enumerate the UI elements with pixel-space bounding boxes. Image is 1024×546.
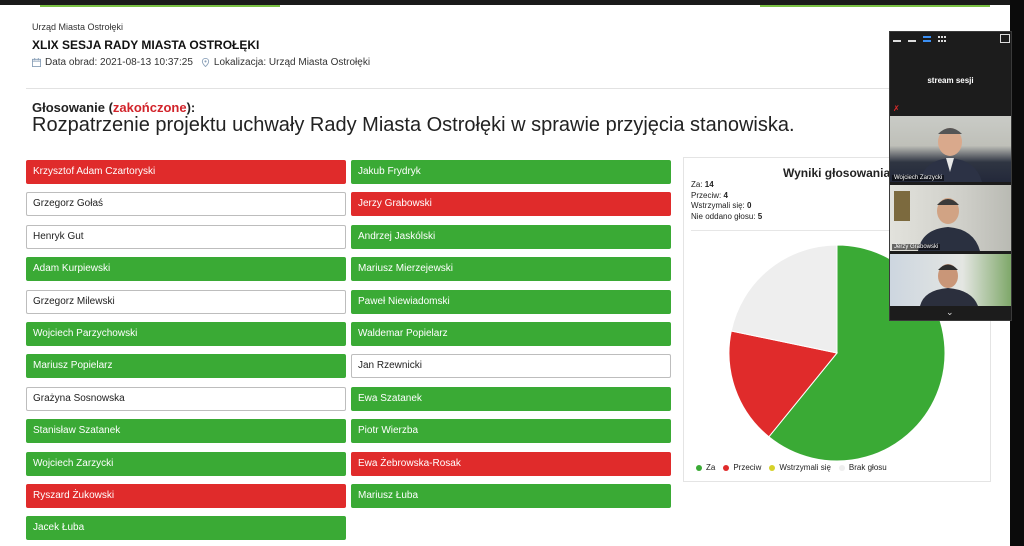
member-vote-row: Wojciech Zarzycki (26, 452, 346, 476)
member-vote-row: Jacek Łuba (26, 516, 346, 540)
member-vote-row: Paweł Niewiadomski (351, 290, 671, 314)
header-divider (26, 88, 890, 89)
calendar-icon (32, 58, 41, 67)
participant-tile[interactable]: Jerzy Grabowski (890, 185, 1011, 251)
member-vote-row: Ryszard Żukowski (26, 484, 346, 508)
member-vote-row: Jerzy Grabowski (351, 192, 671, 216)
member-vote-row: Andrzej Jaskólski (351, 225, 671, 249)
gallery-icon[interactable] (938, 36, 946, 42)
stat-against: Przeciw: 4 (691, 190, 728, 200)
participant-tile[interactable]: Wojciech Zarzycki (890, 116, 1011, 182)
stat-abstain: Wstrzymali się: 0 (691, 201, 752, 210)
pie-slice-1 (728, 330, 838, 438)
session-meta: Data obrad: 2021-08-13 10:37:25 Lokaliza… (32, 57, 370, 68)
session-title: XLIX SESJA RADY MIASTA OSTROŁĘKI (32, 38, 260, 52)
member-vote-row: Grzegorz Gołaś (26, 192, 346, 216)
muted-icon: ✗ (893, 104, 900, 113)
chevron-down-icon[interactable]: ⌄ (946, 307, 954, 317)
member-vote-row: Adam Kurpiewski (26, 257, 346, 281)
member-vote-row: Ewa Szatanek (351, 387, 671, 411)
member-vote-row: Grzegorz Milewski (26, 290, 346, 314)
legend-label[interactable]: Brak głosu (848, 463, 887, 472)
member-vote-row: Piotr Wierzba (351, 419, 671, 443)
member-vote-row: Jakub Frydryk (351, 160, 671, 184)
participant-name: Jerzy Grabowski (892, 244, 941, 250)
legend-dot (838, 464, 845, 471)
member-vote-row: Jan Rzewnicki (351, 354, 671, 378)
results-title: Wyniki głosowania: (783, 166, 895, 180)
legend-label[interactable]: Za (706, 463, 716, 472)
top-bar (0, 0, 1024, 5)
member-vote-row: Krzysztof Adam Czartoryski (26, 160, 346, 184)
participant-name: Wojciech Zarzycki (892, 175, 945, 181)
video-toolbar (893, 36, 946, 42)
resolution-title: Rozpatrzenie projektu uchwały Rady Miast… (32, 114, 795, 136)
location-pin-icon (201, 58, 209, 67)
stat-none: Nie oddano głosu: 5 (691, 211, 763, 221)
stream-label: stream sesji (927, 76, 974, 85)
top-accent-right (760, 5, 990, 7)
participant-video (894, 191, 980, 251)
member-vote-row: Waldemar Popielarz (351, 322, 671, 346)
legend-label[interactable]: Przeciw (733, 463, 762, 472)
vote-status: zakończone (112, 100, 187, 115)
participant-video (920, 128, 982, 182)
member-vote-row: Ewa Żebrowska-Rosak (351, 452, 671, 476)
pie-slice-3 (730, 244, 838, 354)
chart-legend: Za Przeciw Wstrzymali się Brak głosu (692, 463, 887, 472)
window-edge (1010, 0, 1024, 546)
member-vote-row: Mariusz Popielarz (26, 354, 346, 378)
session-location: Lokalizacja: Urząd Miasta Ostrołęki (213, 57, 371, 68)
member-vote-row: Mariusz Mierzejewski (351, 257, 671, 281)
exit-fullscreen-icon[interactable] (1000, 34, 1010, 43)
layout-icon[interactable] (908, 36, 916, 42)
stats-divider (691, 230, 891, 231)
stat-for: Za: 14 (691, 180, 714, 189)
legend-dot (769, 464, 776, 471)
member-vote-row: Henryk Gut (26, 225, 346, 249)
member-vote-row: Mariusz Łuba (351, 484, 671, 508)
organization-name: Urząd Miasta Ostrołęki (32, 22, 124, 32)
session-date: Data obrad: 2021-08-13 10:37:25 (45, 57, 193, 68)
member-vote-row: Stanisław Szatanek (26, 419, 346, 443)
member-vote-row: Grażyna Sosnowska (26, 387, 346, 411)
vote-label: Głosowanie (zakończone): (32, 100, 196, 115)
legend-dot (723, 464, 730, 471)
participant-tile[interactable] (890, 254, 1011, 306)
legend-label[interactable]: Wstrzymali się (779, 463, 831, 472)
results-stats: Za: 14 Przeciw: 4 Wstrzymali się: 0 Nie … (691, 180, 762, 222)
member-vote-row: Wojciech Parzychowski (26, 322, 346, 346)
speaker-view-icon[interactable] (923, 36, 931, 42)
participant-video (920, 264, 978, 306)
minimize-icon[interactable] (893, 36, 901, 42)
legend-dot (696, 464, 702, 471)
top-accent-left (40, 5, 280, 7)
